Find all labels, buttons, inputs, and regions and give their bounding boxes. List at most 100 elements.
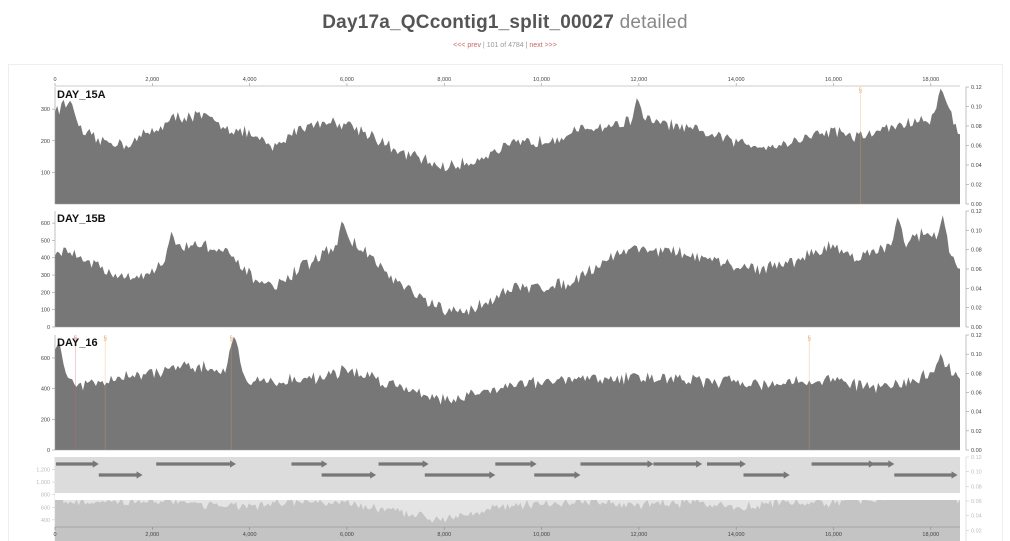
- gene-arrow: [580, 460, 654, 468]
- gene-arrow: [872, 460, 895, 468]
- y-tick-label-right: 0.08: [971, 484, 982, 490]
- gene-arrow: [653, 460, 703, 468]
- coverage-track-day-16: 0 200 400 600 0.00 0.02 0.04 0.06 0.08 0.10 0.12 § §…: [41, 333, 982, 454]
- y-tick-label-right: 0.04: [971, 514, 982, 520]
- x-tick-label-bottom: 12,000: [630, 532, 647, 538]
- y-tick-label: 1,000: [36, 480, 50, 486]
- gene-arrow: [321, 471, 377, 479]
- gene-arrow: [811, 460, 875, 468]
- variant-marker: §: [229, 336, 232, 342]
- y-tick-label: 500: [41, 238, 50, 244]
- x-tick-label-top: 12,000: [630, 77, 647, 83]
- nav-separator: |: [525, 42, 528, 49]
- y-tick-label-right: 0.04: [971, 410, 982, 416]
- y-tick-label-right: 0.12: [971, 333, 982, 339]
- y-tick-label: 200: [41, 290, 50, 296]
- y-tick-label-right: 0.02: [971, 429, 982, 435]
- y-tick-label-right: 0.02: [971, 306, 982, 312]
- page-title: Day17a_QCcontig1_split_00027 detailed: [0, 12, 1010, 34]
- y-tick-label-right: 0.00: [971, 325, 982, 331]
- variant-marker: §: [103, 336, 106, 342]
- x-tick-label-top: 0: [53, 77, 56, 83]
- x-tick-label-bottom: 4,000: [243, 532, 257, 538]
- prev-link[interactable]: <<< prev: [453, 42, 481, 49]
- contig-name: Day17a_QCcontig1_split_00027: [322, 12, 615, 33]
- x-tick-label-top: 14,000: [728, 77, 745, 83]
- y-tick-label-right: 0.06: [971, 499, 982, 505]
- y-tick-label: 100: [41, 170, 50, 176]
- y-tick-label: 200: [41, 417, 50, 423]
- y-tick-label: 300: [41, 107, 50, 113]
- y-tick-label-right: 0.08: [971, 371, 982, 377]
- x-tick-label-bottom: 8,000: [437, 532, 451, 538]
- coverage-track-day-15a: 100 200 300 0.00 0.02 0.04 0.06 0.08 0.10 0.12 § DA…: [41, 85, 982, 208]
- y-tick-label: 0: [47, 448, 50, 454]
- y-tick-label-right: 0.10: [971, 228, 982, 234]
- y-tick-label: 400: [41, 387, 50, 393]
- y-tick-label: 800: [41, 493, 50, 499]
- page-position: 101 of 4784: [486, 42, 524, 49]
- page-header: Day17a_QCcontig1_split_00027 detailed <<…: [0, 0, 1010, 62]
- gene-arrow: [98, 471, 143, 479]
- x-tick-label-top: 4,000: [243, 77, 257, 83]
- x-tick-label-bottom: 2,000: [145, 532, 159, 538]
- y-tick-label: 0: [47, 325, 50, 331]
- y-tick-label: 400: [41, 518, 50, 524]
- gene-arrow: [706, 460, 746, 468]
- nav-separator: |: [482, 42, 485, 49]
- y-tick-label-right: 0.12: [971, 209, 982, 215]
- x-tick-label-top: 18,000: [922, 77, 939, 83]
- x-tick-label-bottom: 14,000: [728, 532, 745, 538]
- y-tick-label-right: 0.04: [971, 286, 982, 292]
- gene-arrow: [156, 460, 236, 468]
- gene-arrow: [291, 460, 328, 468]
- next-link[interactable]: next >>>: [529, 42, 557, 49]
- y-tick-label-right: 0.06: [971, 144, 982, 150]
- gene-arrow: [894, 471, 958, 479]
- y-tick-label-right: 0.10: [971, 352, 982, 358]
- x-tick-label-bottom: 16,000: [825, 532, 842, 538]
- x-tick-label-bottom: 0: [53, 532, 56, 538]
- x-tick-label-bottom: 10,000: [533, 532, 550, 538]
- y-tick-label-right: 0.06: [971, 391, 982, 397]
- gene-arrow: [534, 471, 581, 479]
- x-tick-label-top: 10,000: [533, 77, 550, 83]
- y-tick-label-right: 0.10: [971, 105, 982, 111]
- x-tick-label-top: 16,000: [825, 77, 842, 83]
- coverage-area: [55, 215, 960, 327]
- track-label: DAY_15B: [57, 213, 106, 225]
- coverage-track-day-15b: 0 100 200 300 400 500 600 0.00 0.02 0.04 0.06 0.08 0…: [41, 209, 982, 331]
- x-tick-label-bottom: 18,000: [922, 532, 939, 538]
- coverage-area: [55, 336, 960, 450]
- track-label: DAY_15A: [57, 89, 106, 101]
- title-suffix: detailed: [619, 12, 688, 33]
- gene-arrow: [55, 460, 99, 468]
- x-tick-label-top: 8,000: [437, 77, 451, 83]
- y-tick-label-right: 0.00: [971, 202, 982, 208]
- y-tick-label: 1,200: [36, 468, 50, 474]
- x-tick-label-bottom: 6,000: [340, 532, 354, 538]
- y-tick-label-right: 0.10: [971, 470, 982, 476]
- gene-track-gap: [55, 493, 960, 500]
- y-tick-label: 200: [41, 139, 50, 145]
- y-tick-label-right: 0.04: [971, 163, 982, 169]
- gene-arrow: [424, 471, 496, 479]
- y-tick-label: 300: [41, 273, 50, 279]
- gene-arrow: [743, 471, 790, 479]
- y-tick-label: 100: [41, 308, 50, 314]
- y-tick-label: 400: [41, 256, 50, 262]
- y-tick-label-right: 0.08: [971, 124, 982, 130]
- y-tick-label-right: 0.06: [971, 267, 982, 273]
- y-tick-label-right: 0.12: [971, 455, 982, 461]
- variant-marker: §: [74, 336, 77, 342]
- y-tick-label-right: 0.12: [971, 85, 982, 91]
- coverage-area: [55, 88, 960, 204]
- y-tick-label-right: 0.00: [971, 448, 982, 454]
- gene-arrow: [378, 460, 429, 468]
- y-tick-label-right: 0.08: [971, 248, 982, 254]
- y-tick-label: 600: [41, 505, 50, 511]
- y-tick-label-right: 0.02: [971, 183, 982, 189]
- coverage-area: [55, 474, 960, 541]
- y-tick-label-right: 0.02: [971, 528, 982, 534]
- coverage-chart: 0 2,000 4,000 6,000 8,000 10,000 12,000 14,000 1…: [36, 77, 982, 541]
